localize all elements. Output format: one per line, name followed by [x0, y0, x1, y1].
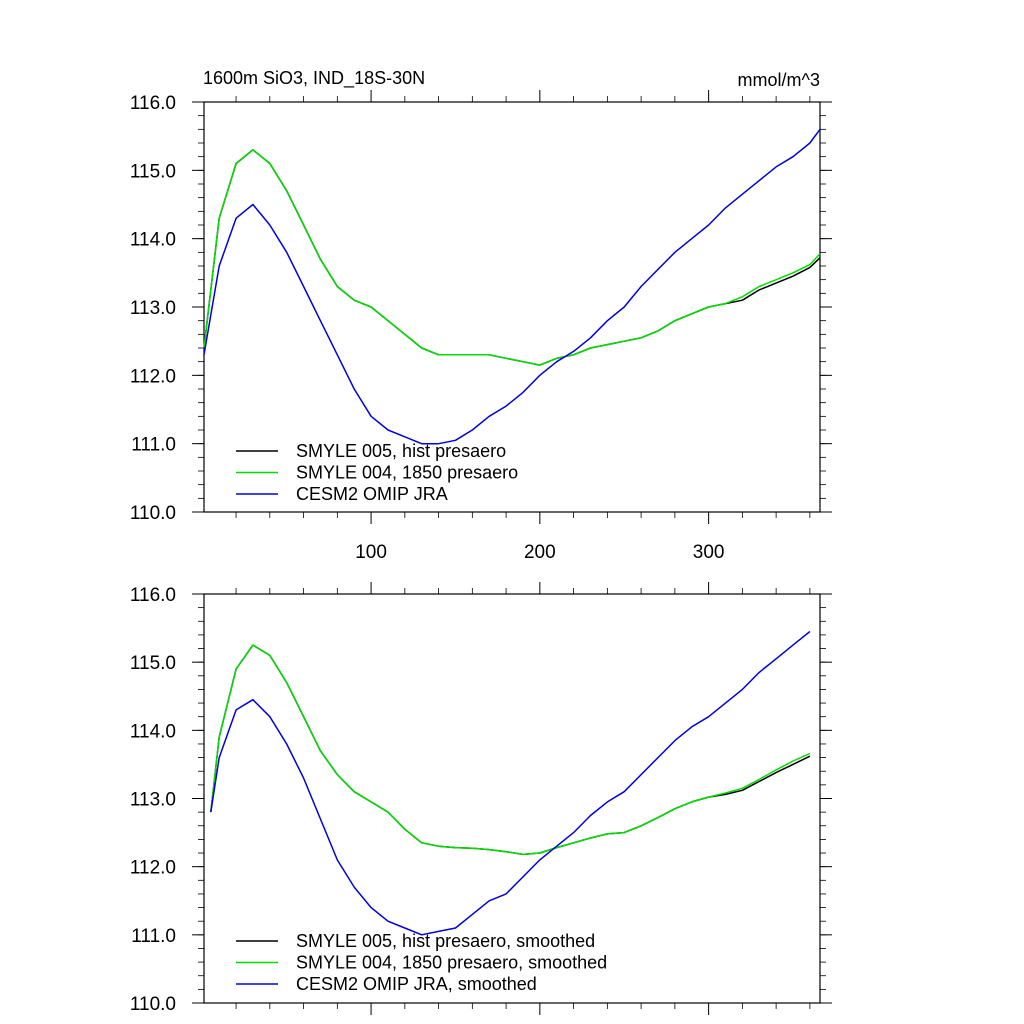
y-tick-label: 114.0	[130, 230, 176, 251]
legend-label: SMYLE 005, hist presaero	[296, 441, 506, 461]
series-line-2	[203, 128, 821, 445]
y-tick-label: 115.0	[130, 653, 176, 674]
legend-label: SMYLE 005, hist presaero, smoothed	[296, 931, 595, 951]
y-tick-label: 110.0	[130, 994, 176, 1015]
legend-label: SMYLE 004, 1850 presaero	[296, 463, 518, 483]
y-tick-label: 113.0	[130, 298, 176, 319]
chart-title: 1600m SiO3, IND_18S-30N	[203, 68, 425, 89]
series-line-2	[210, 630, 811, 936]
y-tick-label: 112.0	[130, 366, 176, 387]
legend-label: CESM2 OMIP JRA	[296, 484, 448, 504]
series-line-0	[210, 644, 811, 856]
y-tick-label: 111.0	[131, 926, 176, 947]
legend-label: CESM2 OMIP JRA, smoothed	[296, 974, 537, 994]
y-tick-label: 113.0	[130, 790, 176, 811]
y-tick-label: 115.0	[130, 161, 176, 182]
x-tick-label: 200	[524, 542, 556, 563]
top-panel: 110.0 111.0 112.0 113.0 114.0 115.0 116.0 100 20…	[130, 90, 832, 563]
y-tick-label: 110.0	[130, 503, 176, 524]
y-tick-label: 114.0	[130, 721, 176, 742]
legend-label: SMYLE 004, 1850 presaero, smoothed	[296, 953, 607, 973]
series-line-1	[203, 149, 821, 366]
series-line-1	[210, 644, 811, 856]
y-tick-label: 116.0	[130, 93, 176, 114]
x-tick-label: 300	[693, 542, 725, 563]
x-tick-label: 100	[355, 542, 387, 563]
series-line-0	[203, 149, 821, 366]
bottom-panel: 110.0 111.0 112.0 113.0 114.0 115.0 116.0 SMYLE…	[130, 582, 832, 1015]
y-tick-label: 116.0	[130, 585, 176, 606]
y-tick-label: 112.0	[130, 858, 176, 879]
units-label: mmol/m^3	[738, 70, 820, 90]
y-tick-label: 111.0	[131, 435, 176, 456]
